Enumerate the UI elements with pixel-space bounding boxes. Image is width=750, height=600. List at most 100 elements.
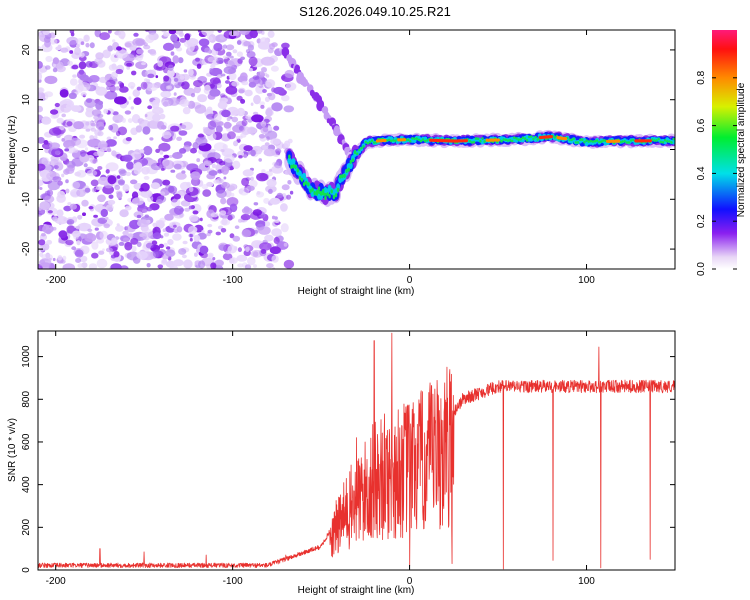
ridge-blob — [595, 139, 599, 142]
ridge-blob — [387, 138, 391, 142]
noise-blob — [81, 199, 89, 207]
noise-blob — [222, 44, 228, 49]
noise-blob — [82, 222, 87, 227]
ridge-blob — [500, 139, 503, 143]
noise-blob — [116, 191, 123, 199]
noise-blob — [235, 135, 241, 140]
noise-blob — [183, 259, 193, 269]
noise-blob — [162, 179, 171, 186]
noise-blob — [282, 193, 286, 197]
noise-blob — [73, 148, 79, 153]
noise-blob — [228, 72, 237, 81]
noise-blob — [209, 88, 221, 97]
noise-blob — [218, 60, 224, 64]
noise-blob — [98, 250, 105, 255]
noise-blob — [52, 257, 56, 262]
noise-blob — [271, 102, 283, 112]
noise-blob — [280, 223, 289, 233]
noise-blob — [246, 51, 256, 59]
noise-blob — [223, 154, 235, 163]
noise-blob — [244, 89, 253, 97]
noise-blob — [222, 253, 233, 261]
noise-blob — [53, 165, 59, 170]
noise-blob — [170, 169, 176, 173]
noise-blob — [236, 95, 243, 101]
ridge-hotspot — [464, 139, 469, 143]
ridge-blob — [521, 136, 524, 139]
noise-blob — [38, 87, 45, 93]
noise-blob — [129, 45, 138, 51]
noise-blob — [38, 163, 46, 171]
ridge-blob — [532, 137, 535, 141]
noise-blob — [108, 64, 118, 71]
noise-blob — [133, 56, 139, 61]
noise-blob — [168, 185, 178, 194]
noise-blob — [136, 40, 141, 44]
noise-blob — [207, 120, 217, 130]
noise-blob — [193, 234, 201, 242]
noise-blob — [186, 181, 192, 187]
noise-blob — [284, 69, 295, 79]
noise-blob — [84, 35, 88, 40]
noise-blob — [161, 30, 167, 33]
snr-y-tick-label: 1000 — [21, 345, 32, 368]
noise-blob — [193, 85, 201, 94]
noise-blob — [94, 57, 103, 65]
noise-blob — [104, 90, 118, 100]
noise-blob — [59, 125, 65, 131]
noise-blob — [247, 44, 254, 51]
noise-blob — [241, 119, 248, 127]
noise-blob — [61, 173, 65, 178]
noise-blob — [179, 148, 187, 154]
noise-blob — [130, 106, 134, 110]
noise-blob — [199, 217, 203, 222]
noise-blob — [220, 228, 227, 233]
ridge-blob — [349, 159, 352, 164]
noise-blob — [172, 152, 183, 159]
spectrogram-y-axis-label: Frequency (Hz) — [7, 116, 18, 185]
noise-blob — [97, 194, 106, 203]
noise-blob — [211, 163, 216, 169]
ridge-blob — [523, 137, 527, 140]
ridge-blob — [305, 180, 308, 185]
noise-blob — [133, 162, 143, 170]
noise-blob — [265, 108, 273, 117]
ridge-blob — [627, 141, 631, 144]
noise-blob — [204, 84, 211, 91]
noise-blob — [79, 134, 86, 139]
ridge-hotspot — [616, 139, 621, 143]
snr-x-ticks: -200 -100 0 100 — [46, 331, 595, 587]
noise-blob — [239, 30, 250, 36]
noise-blob — [69, 30, 75, 34]
noise-blob — [271, 215, 276, 220]
noise-blob — [212, 257, 216, 261]
noise-blob — [261, 124, 266, 128]
spectrogram-noise-layer — [38, 30, 297, 269]
noise-blob — [39, 201, 51, 211]
ridge-blob — [513, 136, 516, 139]
noise-blob — [66, 229, 72, 234]
noise-blob — [236, 254, 248, 262]
noise-blob — [215, 158, 223, 164]
noise-blob — [148, 49, 156, 55]
noise-blob — [111, 71, 118, 80]
noise-blob — [66, 219, 75, 225]
noise-blob — [71, 181, 81, 190]
ridge-blob — [574, 141, 578, 144]
ridge-blob — [298, 175, 302, 181]
noise-blob — [240, 132, 247, 138]
ridge-blob — [336, 183, 341, 191]
noise-blob — [186, 163, 199, 172]
ridge-blob — [653, 139, 656, 142]
noise-blob — [126, 161, 134, 170]
noise-blob — [99, 32, 111, 41]
noise-blob — [128, 96, 132, 100]
ridge-blob — [525, 139, 529, 142]
noise-blob — [206, 181, 214, 187]
noise-blob — [286, 194, 292, 200]
ridge-blob — [336, 187, 340, 192]
noise-blob — [38, 61, 43, 69]
noise-blob — [121, 117, 126, 123]
noise-blob — [114, 184, 121, 191]
noise-blob — [197, 30, 202, 33]
